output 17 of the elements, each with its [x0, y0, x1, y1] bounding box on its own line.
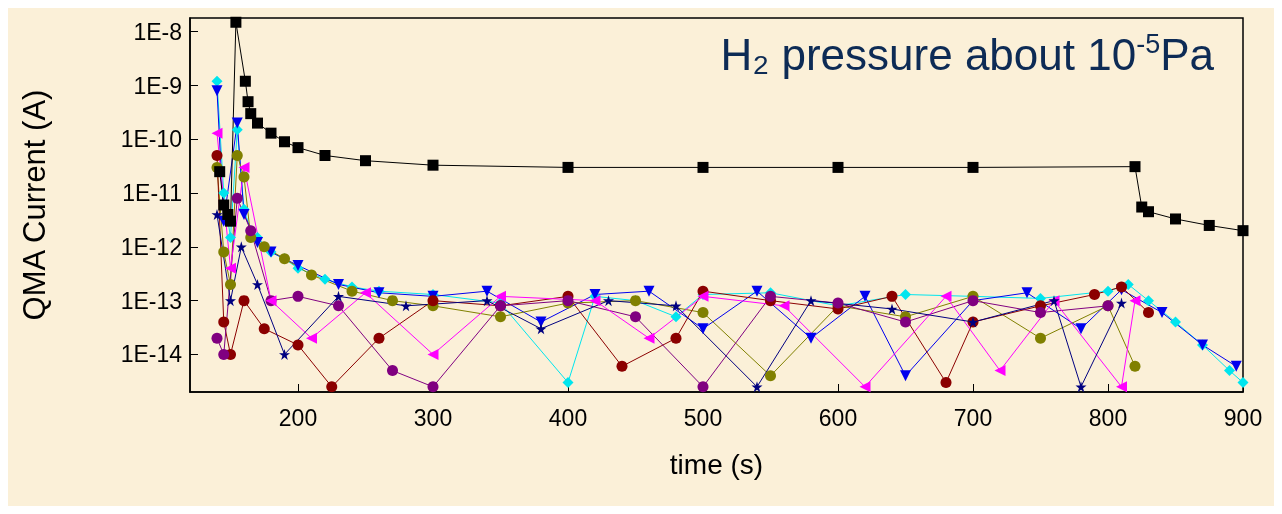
y-tick-label: 1E-8: [133, 18, 182, 45]
x-tick-label: 400: [548, 404, 588, 431]
y-tick-label: 1E-9: [133, 72, 182, 99]
x-tick-label: 600: [818, 404, 858, 431]
x-tick-label: 800: [1088, 404, 1128, 431]
x-tick-label: 900: [1223, 404, 1263, 431]
x-tick-label: 500: [683, 404, 723, 431]
y-tick-label: 1E-13: [120, 287, 182, 314]
x-axis-title: time (s): [669, 448, 764, 480]
x-tick-label: 300: [413, 404, 453, 431]
y-tick-label: 1E-10: [120, 126, 182, 153]
y-tick-label: 1E-14: [120, 341, 183, 368]
x-tick-label: 700: [953, 404, 993, 431]
y-axis-title: QMA Current (A): [17, 89, 52, 321]
y-tick-label: 1E-11: [122, 180, 182, 207]
y-tick-label: 1E-12: [120, 233, 182, 260]
x-tick-label: 200: [278, 404, 318, 431]
